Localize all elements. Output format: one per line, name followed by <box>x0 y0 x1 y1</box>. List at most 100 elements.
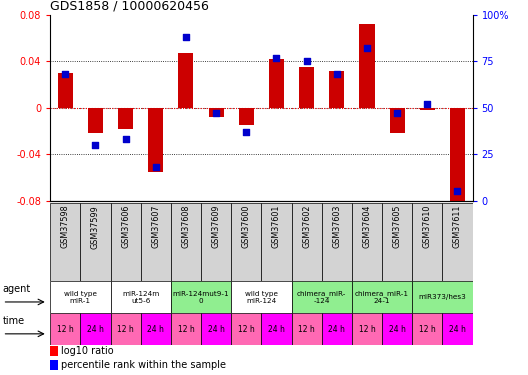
Bar <box>80 202 110 281</box>
Text: percentile rank within the sample: percentile rank within the sample <box>61 360 226 370</box>
Bar <box>382 313 412 345</box>
Point <box>152 164 160 170</box>
Point <box>121 136 130 142</box>
Bar <box>360 24 374 108</box>
Text: log10 ratio: log10 ratio <box>61 346 114 356</box>
Bar <box>390 108 404 134</box>
Bar <box>291 313 322 345</box>
Bar <box>171 281 231 313</box>
Bar <box>171 313 201 345</box>
Bar <box>110 202 140 281</box>
Bar <box>140 313 171 345</box>
Point <box>182 34 190 40</box>
Bar <box>352 281 412 313</box>
Bar <box>352 202 382 281</box>
Text: wild type
miR-1: wild type miR-1 <box>64 291 97 304</box>
Bar <box>50 313 80 345</box>
Bar <box>299 67 314 108</box>
Text: time: time <box>3 316 25 326</box>
Text: 12 h: 12 h <box>177 324 194 334</box>
Bar <box>322 313 352 345</box>
Bar <box>148 108 163 172</box>
Text: GSM37602: GSM37602 <box>302 205 311 248</box>
Text: 12 h: 12 h <box>238 324 254 334</box>
Point <box>61 71 70 77</box>
Text: miR-124m
ut5-6: miR-124m ut5-6 <box>122 291 159 304</box>
Bar <box>231 313 261 345</box>
Bar <box>412 281 473 313</box>
Text: chimera_miR-
-124: chimera_miR- -124 <box>297 290 346 304</box>
Bar <box>50 202 80 281</box>
Bar <box>118 108 133 129</box>
Bar <box>201 313 231 345</box>
Text: 24 h: 24 h <box>389 324 406 334</box>
Bar <box>201 202 231 281</box>
Bar <box>80 313 110 345</box>
Bar <box>50 360 58 370</box>
Text: 24 h: 24 h <box>268 324 285 334</box>
Text: chimera_miR-1
24-1: chimera_miR-1 24-1 <box>355 290 409 304</box>
Point <box>453 188 461 194</box>
Text: miR-124mut9-1
0: miR-124mut9-1 0 <box>173 291 229 304</box>
Bar <box>110 313 140 345</box>
Bar <box>58 73 73 108</box>
Bar <box>261 202 291 281</box>
Text: GSM37604: GSM37604 <box>362 205 372 248</box>
Text: GSM37606: GSM37606 <box>121 205 130 248</box>
Text: GSM37603: GSM37603 <box>332 205 341 248</box>
Text: GSM37611: GSM37611 <box>453 205 462 248</box>
Bar <box>269 59 284 108</box>
Text: 24 h: 24 h <box>328 324 345 334</box>
Bar <box>171 202 201 281</box>
Bar <box>442 313 473 345</box>
Text: GDS1858 / 10000620456: GDS1858 / 10000620456 <box>50 0 209 12</box>
Bar <box>322 202 352 281</box>
Point <box>333 71 341 77</box>
Bar <box>209 108 224 117</box>
Text: GSM37610: GSM37610 <box>423 205 432 248</box>
Bar <box>50 281 110 313</box>
Text: wild type
miR-124: wild type miR-124 <box>245 291 278 304</box>
Text: 12 h: 12 h <box>419 324 436 334</box>
Text: GSM37607: GSM37607 <box>151 205 161 248</box>
Bar <box>231 281 291 313</box>
Bar <box>239 108 254 125</box>
Text: 24 h: 24 h <box>147 324 164 334</box>
Point <box>212 110 220 116</box>
Bar <box>420 108 435 110</box>
Text: GSM37605: GSM37605 <box>393 205 402 248</box>
Bar <box>110 281 171 313</box>
Point <box>91 142 100 148</box>
Bar <box>329 70 344 108</box>
Text: GSM37601: GSM37601 <box>272 205 281 248</box>
Bar <box>352 313 382 345</box>
Bar <box>50 346 58 356</box>
Text: 12 h: 12 h <box>57 324 73 334</box>
Text: miR373/hes3: miR373/hes3 <box>419 294 466 300</box>
Point <box>423 101 431 107</box>
Text: GSM37600: GSM37600 <box>242 205 251 248</box>
Bar <box>412 313 442 345</box>
Text: 24 h: 24 h <box>87 324 104 334</box>
Bar <box>412 202 442 281</box>
Text: 12 h: 12 h <box>117 324 134 334</box>
Bar <box>450 108 465 201</box>
Bar <box>261 313 291 345</box>
Bar <box>291 202 322 281</box>
Text: 12 h: 12 h <box>298 324 315 334</box>
Point <box>242 129 250 135</box>
Bar <box>291 281 352 313</box>
Text: GSM37598: GSM37598 <box>61 205 70 249</box>
Bar <box>442 202 473 281</box>
Bar <box>140 202 171 281</box>
Point <box>363 45 371 51</box>
Point <box>393 110 401 116</box>
Text: GSM37599: GSM37599 <box>91 205 100 249</box>
Text: agent: agent <box>3 284 31 294</box>
Text: GSM37609: GSM37609 <box>212 205 221 248</box>
Bar <box>88 108 103 134</box>
Bar <box>382 202 412 281</box>
Text: 12 h: 12 h <box>359 324 375 334</box>
Text: 24 h: 24 h <box>449 324 466 334</box>
Point <box>272 55 281 61</box>
